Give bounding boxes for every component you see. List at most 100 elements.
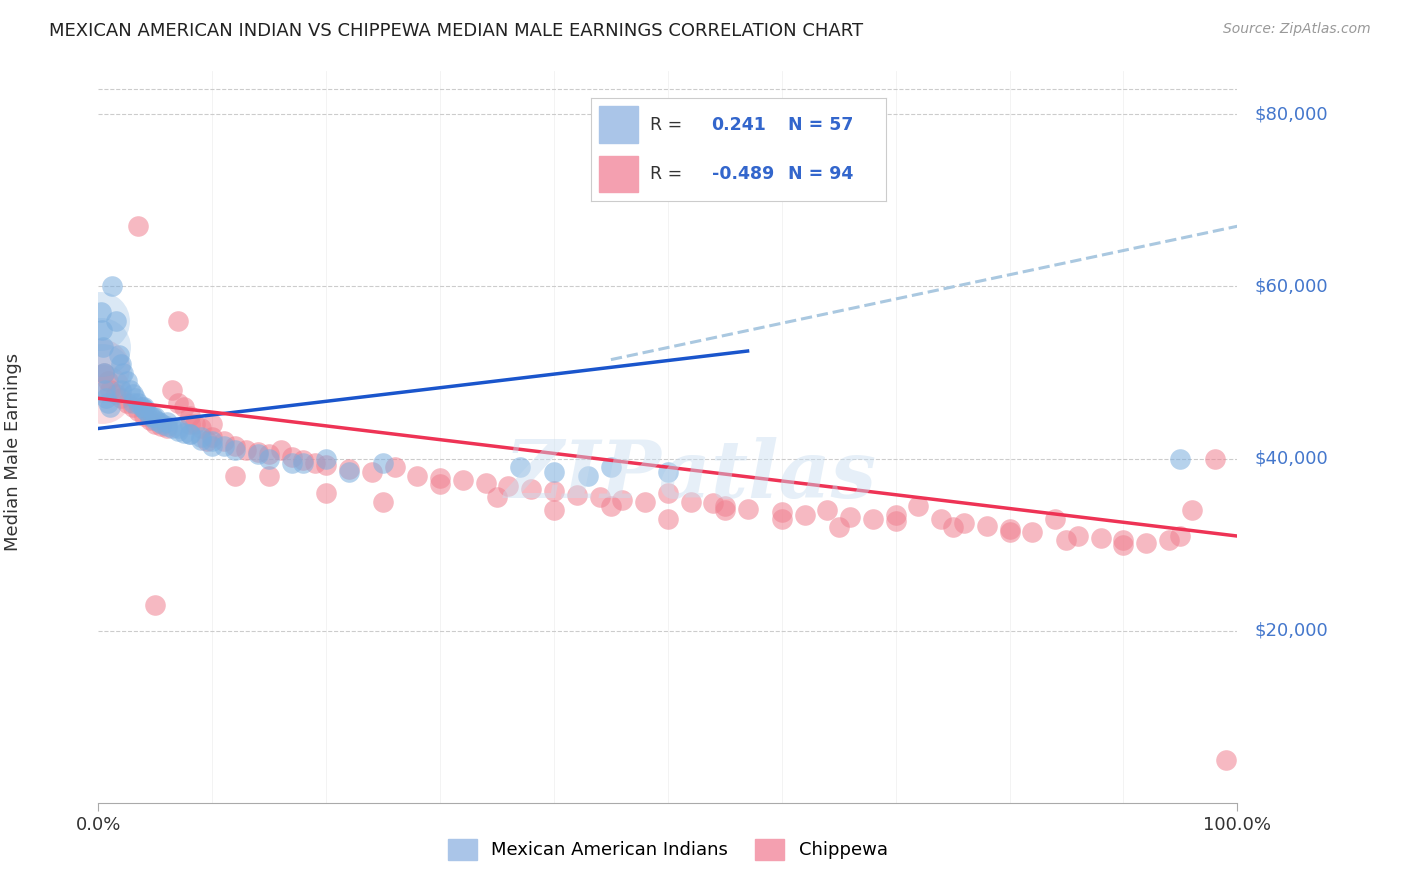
Point bbox=[337, 462, 360, 476]
Point bbox=[184, 417, 207, 432]
Text: R =: R = bbox=[650, 165, 682, 183]
Point bbox=[315, 451, 337, 466]
Point bbox=[315, 486, 337, 500]
Point bbox=[371, 456, 394, 470]
Text: -0.489: -0.489 bbox=[711, 165, 773, 183]
Point bbox=[543, 484, 565, 499]
Point bbox=[138, 409, 160, 423]
Point bbox=[173, 400, 195, 414]
Point bbox=[91, 366, 114, 380]
Point bbox=[190, 430, 212, 444]
Point bbox=[179, 417, 201, 432]
Point bbox=[576, 468, 599, 483]
Point bbox=[337, 465, 360, 479]
Point bbox=[115, 374, 138, 388]
Point bbox=[371, 494, 394, 508]
Point bbox=[259, 451, 281, 466]
Point bbox=[862, 512, 884, 526]
Point bbox=[657, 465, 679, 479]
Point bbox=[104, 314, 127, 328]
Point bbox=[201, 439, 224, 453]
Point bbox=[93, 366, 115, 380]
Point bbox=[612, 492, 634, 507]
Point bbox=[474, 475, 496, 490]
Point bbox=[179, 409, 201, 423]
Point bbox=[110, 357, 132, 371]
Point bbox=[224, 442, 246, 457]
Point bbox=[179, 427, 201, 442]
Point bbox=[498, 479, 520, 493]
Point bbox=[770, 512, 793, 526]
Point bbox=[281, 456, 304, 470]
Point bbox=[520, 482, 543, 496]
Point bbox=[1112, 533, 1135, 548]
Point bbox=[281, 450, 304, 464]
Point bbox=[135, 404, 157, 418]
Point bbox=[1170, 451, 1192, 466]
Point bbox=[815, 503, 838, 517]
Point bbox=[91, 340, 114, 354]
Point bbox=[737, 501, 759, 516]
Point bbox=[120, 383, 142, 397]
Point bbox=[121, 395, 143, 409]
Point bbox=[839, 510, 862, 524]
Point bbox=[953, 516, 976, 530]
Point bbox=[90, 387, 112, 401]
Point bbox=[1056, 533, 1078, 548]
Point bbox=[179, 427, 201, 442]
Point bbox=[1112, 538, 1135, 552]
Point bbox=[884, 508, 907, 522]
Legend: Mexican American Indians, Chippewa: Mexican American Indians, Chippewa bbox=[441, 831, 894, 867]
Text: 0.241: 0.241 bbox=[711, 116, 766, 134]
Point bbox=[145, 417, 167, 432]
Point bbox=[304, 456, 326, 470]
Point bbox=[486, 491, 509, 505]
Point bbox=[167, 424, 190, 438]
Point bbox=[600, 460, 623, 475]
Point bbox=[259, 447, 281, 461]
Text: Source: ZipAtlas.com: Source: ZipAtlas.com bbox=[1223, 22, 1371, 37]
Point bbox=[1181, 503, 1204, 517]
Point bbox=[131, 400, 153, 414]
Point bbox=[162, 421, 184, 435]
Point bbox=[201, 417, 224, 432]
Point bbox=[1021, 524, 1043, 539]
Point bbox=[1215, 753, 1237, 767]
Point bbox=[121, 387, 143, 401]
Point bbox=[94, 383, 117, 397]
Point bbox=[167, 314, 190, 328]
Point bbox=[162, 383, 184, 397]
Point bbox=[127, 219, 149, 234]
Text: $40,000: $40,000 bbox=[1254, 450, 1329, 467]
Point bbox=[1157, 533, 1180, 548]
Point bbox=[942, 520, 965, 534]
Text: N = 57: N = 57 bbox=[789, 116, 853, 134]
Text: R =: R = bbox=[650, 116, 682, 134]
Point bbox=[600, 499, 623, 513]
Point bbox=[714, 503, 737, 517]
Point bbox=[998, 524, 1021, 539]
Point bbox=[224, 468, 246, 483]
Point bbox=[679, 494, 702, 508]
Point bbox=[96, 395, 118, 409]
Point bbox=[156, 421, 179, 435]
Point bbox=[543, 503, 565, 517]
Point bbox=[142, 410, 165, 425]
Point bbox=[98, 400, 121, 414]
Point bbox=[90, 322, 112, 336]
Point bbox=[115, 395, 138, 409]
Point bbox=[108, 348, 131, 362]
Point bbox=[270, 442, 292, 457]
Point bbox=[884, 514, 907, 528]
Point bbox=[406, 468, 429, 483]
Point bbox=[828, 520, 851, 534]
Point bbox=[384, 460, 406, 475]
Point bbox=[315, 458, 337, 473]
Point bbox=[770, 505, 793, 519]
Point bbox=[509, 460, 531, 475]
Point bbox=[565, 488, 588, 502]
Point bbox=[150, 417, 173, 432]
Point bbox=[634, 494, 657, 508]
Point bbox=[212, 434, 235, 449]
Point bbox=[702, 496, 724, 510]
